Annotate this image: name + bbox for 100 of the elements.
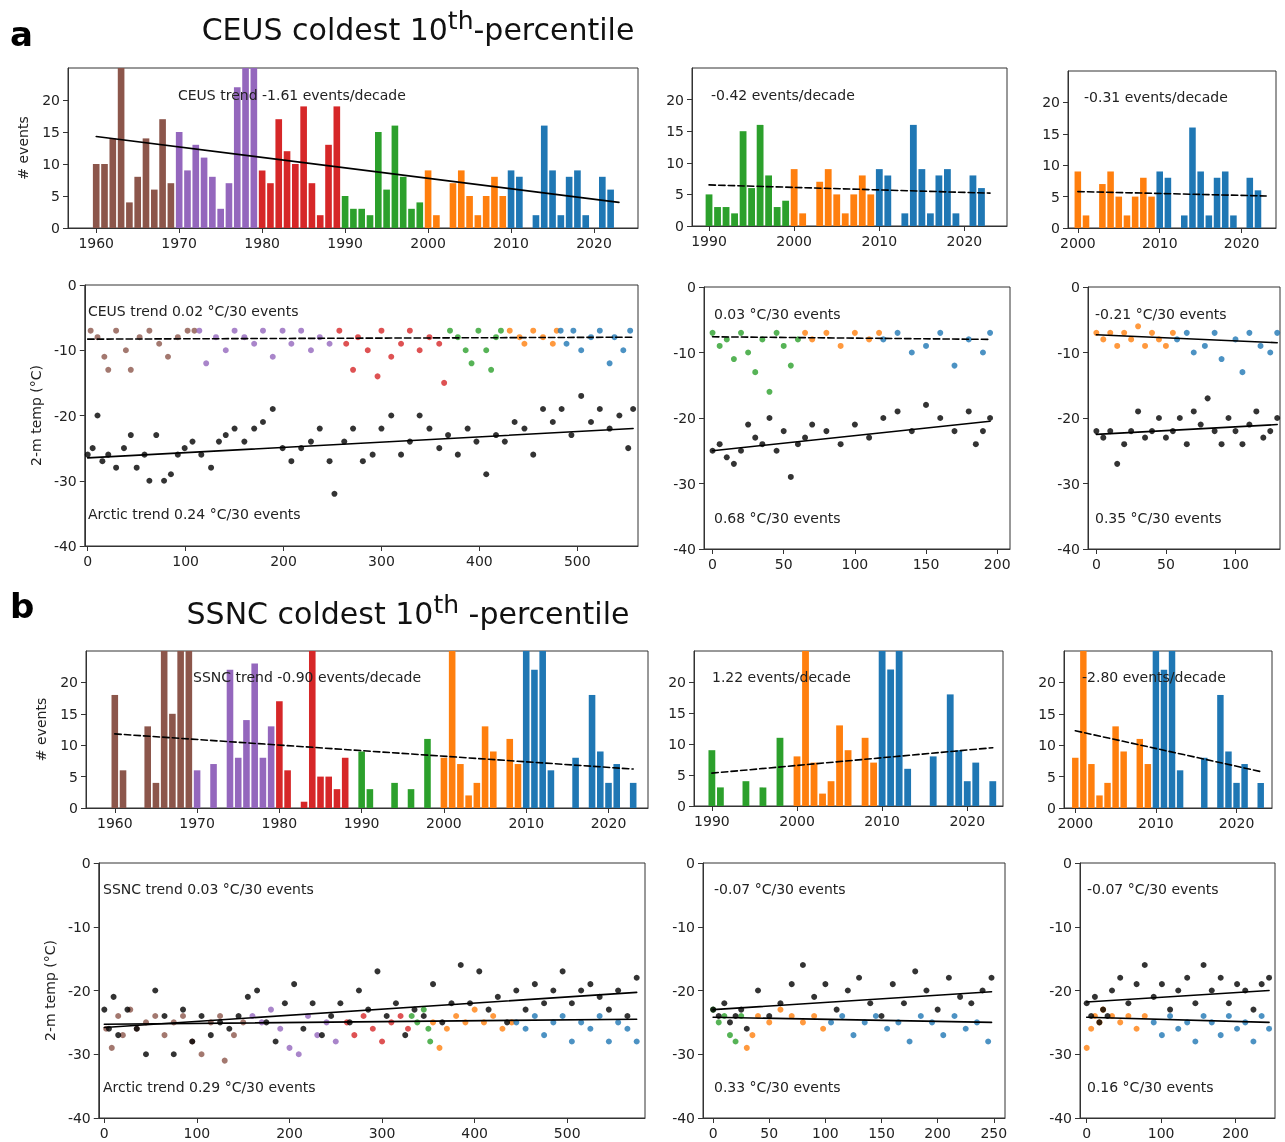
x-tick-label: 300 — [368, 1125, 396, 1141]
y-tick-label: -10 — [673, 344, 696, 361]
y-tick-label: 0 — [675, 218, 684, 234]
y-tick-label: 0 — [69, 800, 78, 816]
y-tick-label: 15 — [1042, 125, 1060, 142]
y-tick-label: 15 — [668, 705, 686, 721]
annotation: Arctic trend 0.29 °C/30 events — [103, 1079, 316, 1095]
x-tick-label: 50 — [1157, 556, 1175, 572]
y-tick-label: -20 — [673, 410, 696, 426]
x-tick-label: 50 — [774, 556, 793, 572]
y-tick-label: -10 — [67, 918, 91, 935]
x-tick-label: 0 — [708, 556, 717, 572]
y-tick-label: 20 — [666, 91, 684, 108]
y-tick-label: 0 — [677, 798, 686, 814]
x-tick-label: 2000 — [426, 815, 462, 831]
x-tick-label: 150 — [868, 1125, 895, 1141]
x-tick-label: 2010 — [508, 815, 545, 831]
y-tick-label: -20 — [53, 407, 77, 424]
x-tick-label: 2020 — [946, 233, 983, 249]
x-tick-label: 500 — [553, 1125, 581, 1141]
x-tick-label: 2020 — [1223, 235, 1260, 251]
y-tick-label: 0 — [67, 277, 77, 293]
x-tick-label: 2000 — [410, 235, 446, 251]
x-tick-label: 1970 — [161, 235, 197, 251]
y-tick-label: -30 — [1057, 475, 1080, 492]
x-tick-label: 2020 — [949, 813, 986, 829]
annotation: 0.68 °C/30 events — [714, 510, 841, 526]
x-tick-label: 100 — [1222, 556, 1249, 572]
y-tick-label: -10 — [672, 918, 695, 935]
text: b — [10, 586, 35, 626]
x-tick-label: 400 — [461, 1125, 489, 1141]
x-tick-label: 2010 — [1138, 815, 1174, 831]
y-tick-label: 0 — [1063, 855, 1072, 871]
x-tick-label: 250 — [980, 1125, 1008, 1141]
y-tick-label: 20 — [60, 674, 78, 691]
x-tick-label: 2010 — [864, 813, 900, 829]
y-tick-label: 0 — [687, 279, 696, 295]
y-tick-label: -10 — [1049, 918, 1072, 935]
annotation: -0.31 events/decade — [1084, 89, 1228, 105]
y-tick-label: 10 — [1038, 737, 1056, 754]
y-tick-label: 10 — [668, 736, 686, 752]
y-tick-label: 0 — [51, 220, 60, 236]
y-tick-label: -30 — [1049, 1046, 1072, 1063]
chart-title: CEUS coldest 10$^{th}$-percentile — [201, 6, 635, 47]
x-tick-label: 1990 — [343, 815, 380, 831]
annotation: SSNC trend 0.03 °C/30 events — [103, 881, 314, 897]
x-tick-label: 2000 — [776, 233, 812, 249]
x-tick-label: 2000 — [1060, 235, 1096, 251]
x-tick-label: 1960 — [96, 815, 133, 831]
y-tick-label: 20 — [668, 674, 686, 690]
x-tick-label: 2020 — [590, 815, 627, 831]
annotation: 0.33 °C/30 events — [714, 1079, 841, 1095]
y-tick-label: -30 — [53, 472, 77, 489]
annotation: -0.07 °C/30 events — [1087, 881, 1219, 897]
x-tick-label: 2000 — [1057, 815, 1094, 831]
annotation: -0.07 °C/30 events — [714, 881, 846, 897]
x-tick-label: 2000 — [779, 813, 815, 829]
x-tick-label: 1970 — [179, 815, 215, 831]
y-tick-label: 15 — [60, 705, 78, 722]
annotation: CEUS trend 0.02 °C/30 events — [88, 303, 299, 319]
x-tick-label: 2010 — [1141, 235, 1178, 251]
y-tick-label: 10 — [666, 154, 684, 171]
x-tick-label: 2010 — [493, 235, 529, 251]
y-tick-label: 15 — [1038, 705, 1056, 722]
y-axis-title: # events — [15, 116, 31, 180]
y-tick-label: -30 — [67, 1046, 91, 1063]
x-tick-label: 300 — [368, 553, 395, 569]
y-tick-label: 20 — [1042, 94, 1060, 111]
y-tick-label: -10 — [53, 342, 77, 359]
x-tick-label: 200 — [1222, 1125, 1249, 1141]
x-tick-label: 0 — [708, 1125, 718, 1141]
y-tick-label: -40 — [53, 538, 77, 554]
y-tick-label: 15 — [42, 124, 60, 140]
annotation: Arctic trend 0.24 °C/30 events — [88, 506, 301, 522]
x-tick-label: 1990 — [327, 235, 363, 251]
annotation: 0.03 °C/30 events — [714, 306, 841, 322]
y-tick-label: -20 — [672, 982, 695, 999]
x-tick-label: 1960 — [78, 235, 115, 251]
y-tick-label: 5 — [677, 767, 686, 783]
x-tick-label: 200 — [983, 556, 1011, 572]
y-tick-label: 10 — [42, 156, 60, 172]
x-tick-label: 50 — [760, 1125, 779, 1141]
y-tick-label: -20 — [1057, 410, 1080, 426]
annotation: 0.16 °C/30 events — [1087, 1079, 1214, 1095]
y-axis-title: 2-m temp (°C) — [42, 940, 58, 1041]
x-tick-label: 100 — [172, 553, 199, 569]
y-tick-label: -30 — [672, 1046, 695, 1063]
y-tick-label: -10 — [1057, 344, 1080, 361]
x-tick-label: 1980 — [261, 815, 298, 831]
x-tick-label: 100 — [183, 1125, 211, 1141]
y-tick-label: -40 — [672, 1110, 695, 1126]
y-tick-label: 5 — [675, 186, 684, 203]
y-tick-label: 0 — [1047, 800, 1056, 816]
y-axis-title: # events — [33, 697, 49, 762]
y-tick-label: 10 — [60, 737, 78, 754]
y-tick-label: -40 — [1057, 541, 1080, 557]
chart-title: SSNC coldest 10$^{th}$ -percentile — [186, 590, 630, 631]
y-tick-label: 5 — [1047, 768, 1056, 785]
x-tick-label: 100 — [841, 556, 869, 572]
x-tick-label: 1980 — [244, 235, 280, 251]
